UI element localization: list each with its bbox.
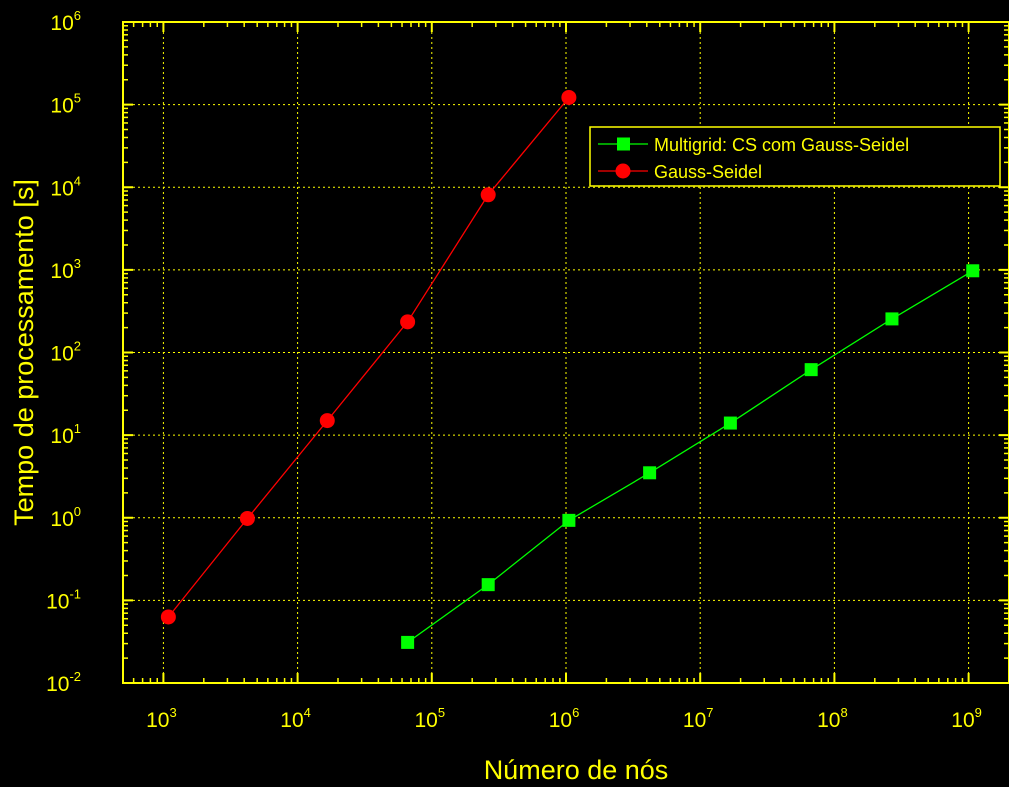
series-line — [407, 270, 974, 643]
y-tick-label: 106 — [50, 8, 81, 35]
series-gauss-seidel — [160, 89, 577, 625]
y-tick-label: 101 — [50, 421, 81, 448]
legend-marker-circle — [615, 163, 631, 179]
data-point-square — [885, 312, 899, 326]
data-point-square — [562, 513, 576, 527]
data-point-circle — [561, 89, 577, 105]
legend: Multigrid: CS com Gauss-Seidel Gauss-Seid… — [589, 126, 1001, 187]
series-multigrid — [401, 264, 980, 649]
x-tick-label: 105 — [415, 705, 446, 732]
y-tick-label: 102 — [50, 339, 81, 366]
y-tick-label: 100 — [50, 504, 81, 531]
x-tick-label: 107 — [683, 705, 714, 732]
x-tick-label: 104 — [280, 705, 311, 732]
y-tick-labels: 10-2 10-1 100 101 102 103 104 105 106 — [46, 8, 81, 696]
x-axis-title: Número de nós — [484, 755, 669, 785]
legend-marker-square — [617, 137, 630, 151]
y-tick-label: 10-2 — [46, 669, 81, 696]
data-point-square — [481, 578, 495, 592]
data-point-square — [723, 416, 737, 430]
legend-label: Multigrid: CS com Gauss-Seidel — [654, 135, 909, 155]
series-line — [167, 97, 570, 618]
legend-box — [589, 126, 1001, 187]
y-tick-label: 10-1 — [46, 586, 81, 613]
x-tick-label: 108 — [817, 705, 848, 732]
data-point-circle — [480, 187, 496, 203]
data-point-square — [401, 635, 415, 649]
x-tick-label: 109 — [951, 705, 982, 732]
y-tick-label: 105 — [50, 91, 81, 118]
y-axis-title: Tempo de processamento [s] — [9, 179, 39, 526]
data-point-circle — [400, 314, 416, 330]
legend-label: Gauss-Seidel — [654, 162, 762, 182]
plot-frame — [122, 21, 1009, 684]
x-tick-label: 103 — [146, 705, 177, 732]
data-point-square — [643, 466, 657, 480]
data-point-square — [966, 264, 980, 278]
y-tick-label: 103 — [50, 256, 81, 283]
data-point-circle — [239, 510, 255, 526]
series-layer — [160, 89, 980, 649]
x-tick-label: 106 — [549, 705, 580, 732]
legend-item: Multigrid: CS com Gauss-Seidel — [598, 135, 909, 155]
data-point-circle — [319, 413, 335, 429]
x-tick-labels: 103 104 105 106 107 108 109 — [146, 705, 982, 732]
data-point-square — [804, 363, 818, 377]
y-tick-label: 104 — [50, 173, 81, 200]
legend-item: Gauss-Seidel — [598, 162, 762, 182]
data-point-circle — [160, 609, 176, 625]
legend-items: Multigrid: CS com Gauss-Seidel Gauss-Seid… — [598, 135, 909, 182]
